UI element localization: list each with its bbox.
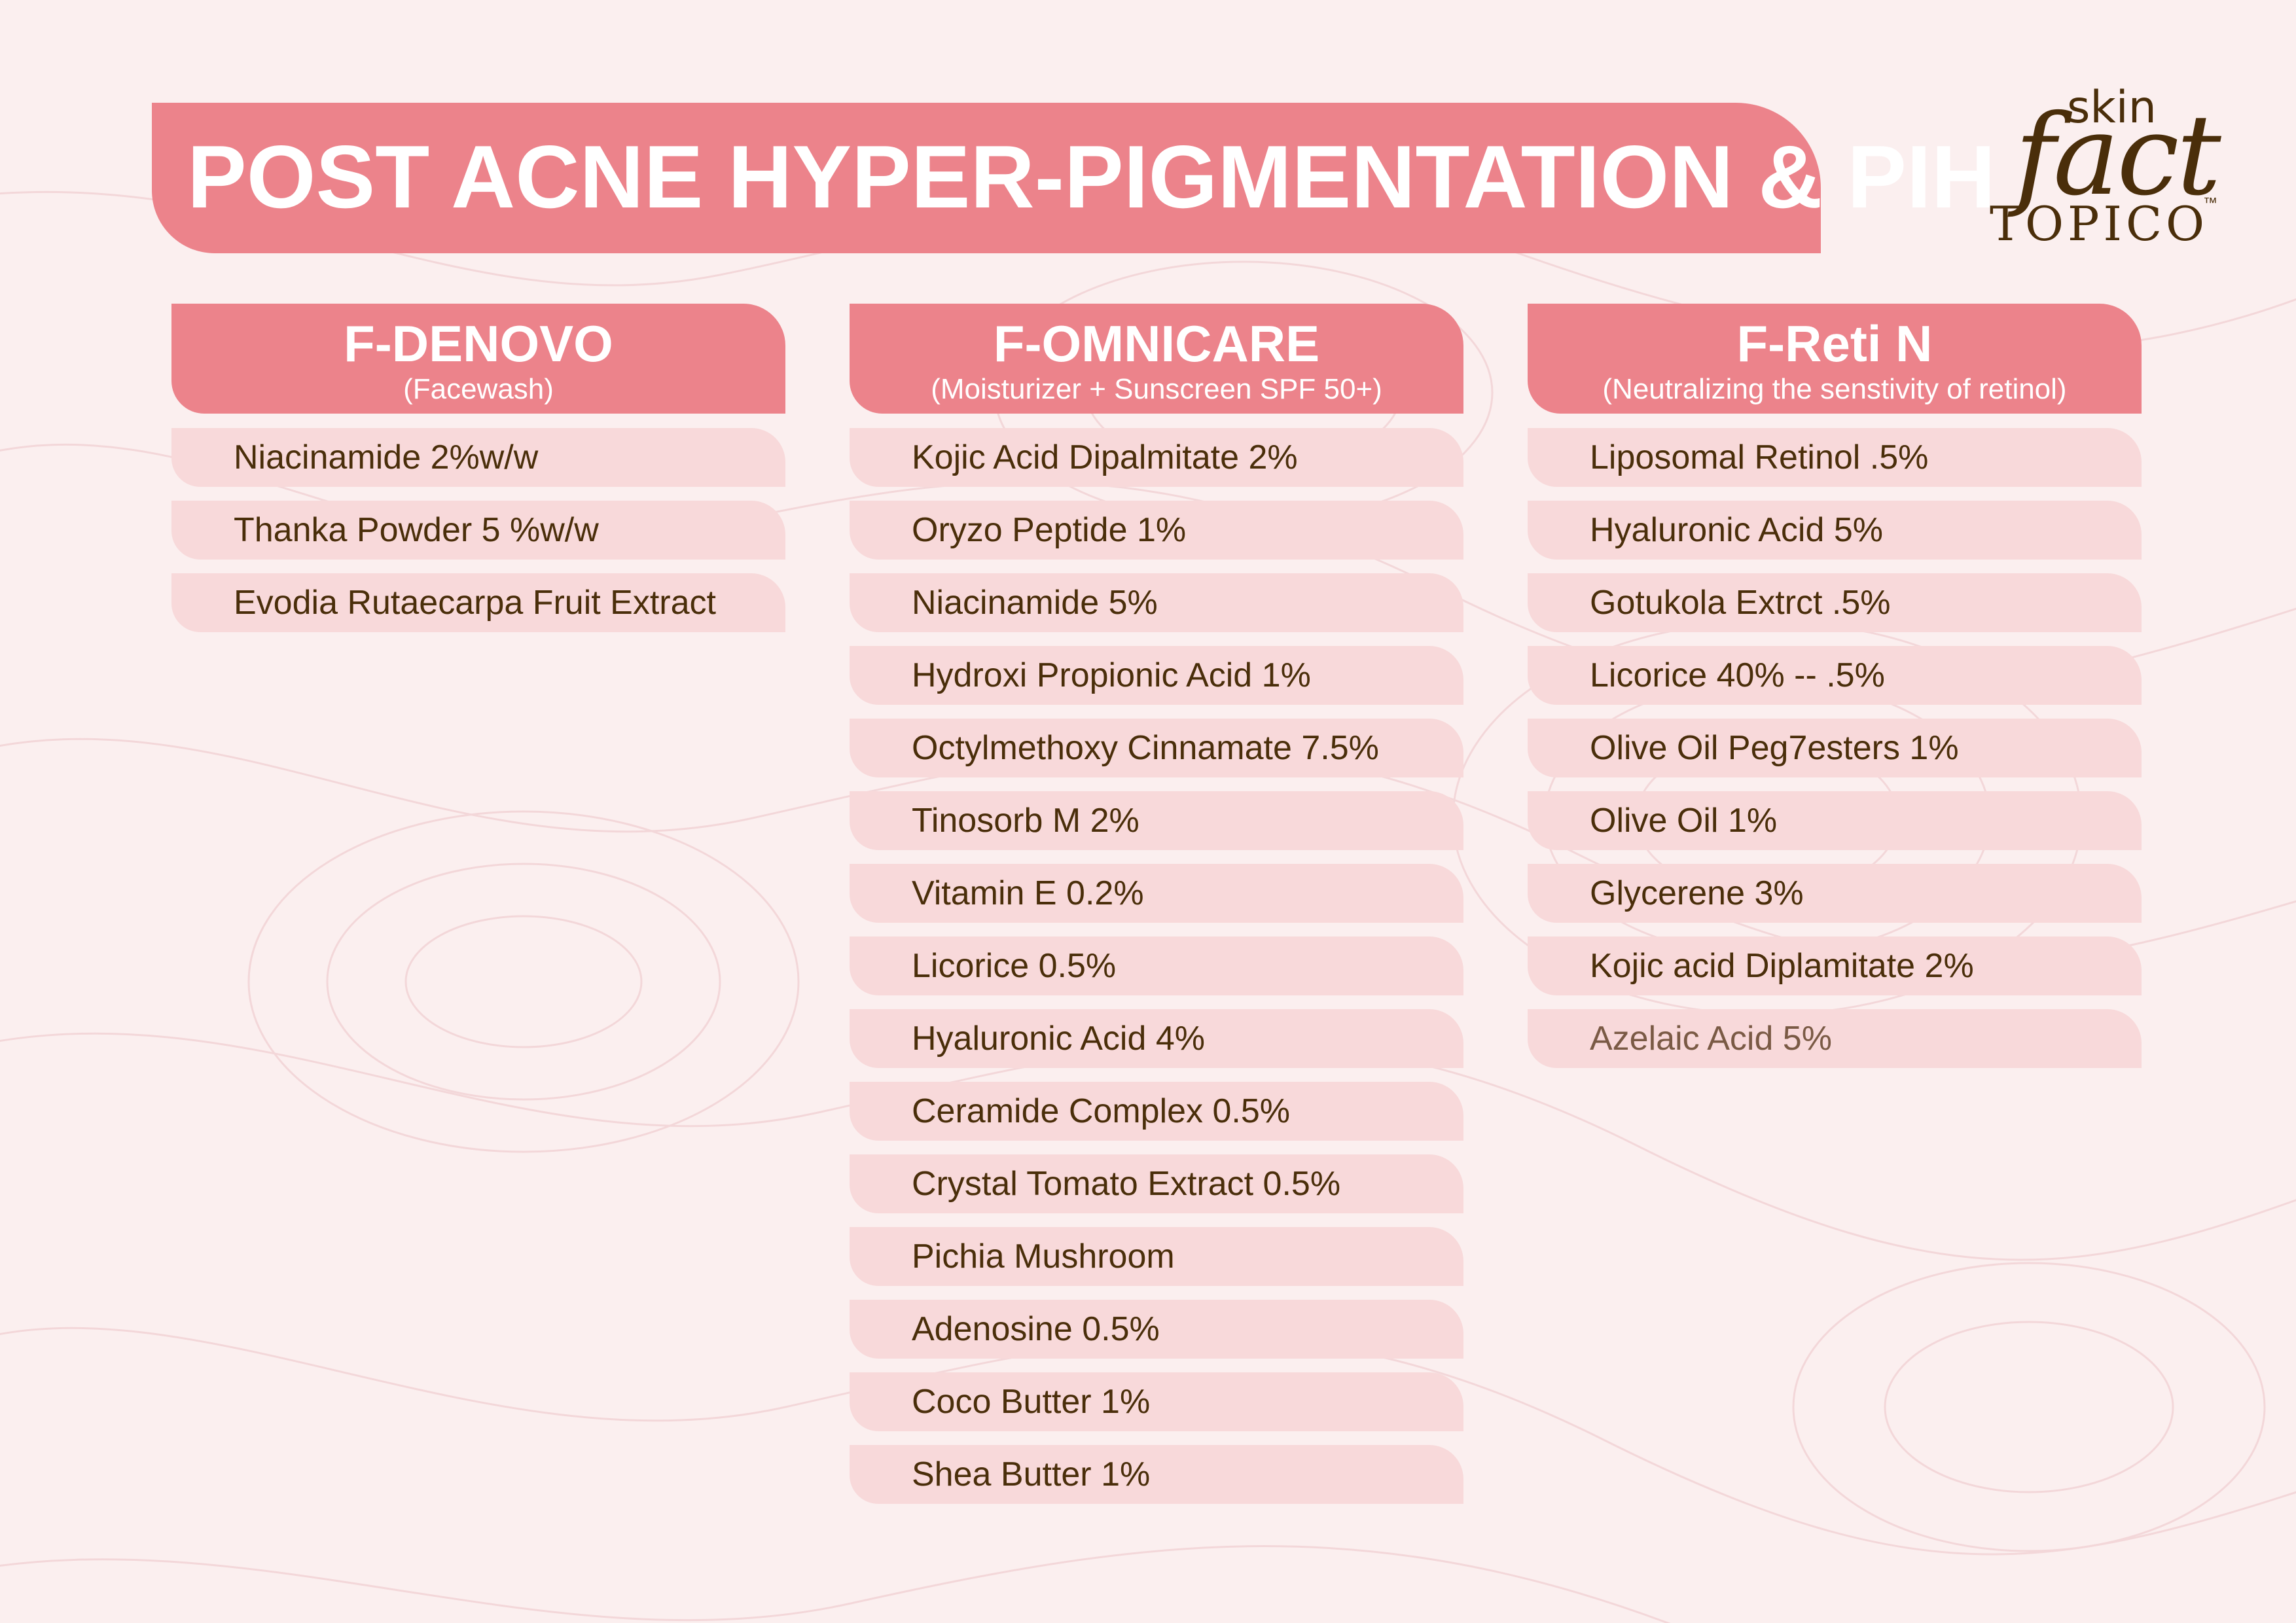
logo-trademark: ™ xyxy=(2203,194,2217,211)
ingredient-item: Olive Oil 1% xyxy=(1528,791,2142,850)
product-column-f-reti-n: F-Reti N (Neutralizing the senstivity of… xyxy=(1528,304,2142,1082)
ingredient-item: Crystal Tomato Extract 0.5% xyxy=(850,1154,1463,1213)
product-column-f-omnicare: F-OMNICARE (Moisturizer + Sunscreen SPF … xyxy=(850,304,1463,1518)
ingredient-item: Adenosine 0.5% xyxy=(850,1300,1463,1359)
ingredient-item: Coco Butter 1% xyxy=(850,1372,1463,1431)
ingredient-item: Liposomal Retinol .5% xyxy=(1528,428,2142,487)
product-name: F-OMNICARE xyxy=(993,315,1320,372)
ingredient-item: Azelaic Acid 5% xyxy=(1528,1009,2142,1068)
ingredient-list: Liposomal Retinol .5% Hyaluronic Acid 5%… xyxy=(1528,428,2142,1068)
product-subtitle: (Facewash) xyxy=(403,373,554,405)
ingredient-item: Licorice 40% -- .5% xyxy=(1528,646,2142,705)
product-name: F-Reti N xyxy=(1736,315,1933,372)
column-header: F-DENOVO (Facewash) xyxy=(171,304,785,414)
ingredient-item: Pichia Mushroom xyxy=(850,1227,1463,1286)
ingredient-item: Hyaluronic Acid 5% xyxy=(1528,501,2142,560)
ingredient-item: Tinosorb M 2% xyxy=(850,791,1463,850)
product-subtitle: (Neutralizing the senstivity of retinol) xyxy=(1602,373,2067,405)
ingredient-item: Niacinamide 2%w/w xyxy=(171,428,785,487)
ingredient-list: Kojic Acid Dipalmitate 2% Oryzo Peptide … xyxy=(850,428,1463,1504)
logo-topico-text: TOPICO xyxy=(1990,196,2209,251)
ingredient-item: Evodia Rutaecarpa Fruit Extract xyxy=(171,573,785,632)
ingredient-item: Licorice 0.5% xyxy=(850,936,1463,995)
product-column-f-denovo: F-DENOVO (Facewash) Niacinamide 2%w/w Th… xyxy=(171,304,785,646)
ingredient-item: Niacinamide 5% xyxy=(850,573,1463,632)
ingredient-item: Hyaluronic Acid 4% xyxy=(850,1009,1463,1068)
ingredient-item: Kojic Acid Dipalmitate 2% xyxy=(850,428,1463,487)
ingredient-item: Hydroxi Propionic Acid 1% xyxy=(850,646,1463,705)
ingredient-item: Olive Oil Peg7esters 1% xyxy=(1528,719,2142,777)
ingredient-item: Vitamin E 0.2% xyxy=(850,864,1463,923)
ingredient-item: Octylmethoxy Cinnamate 7.5% xyxy=(850,719,1463,777)
logo-fact-text: fact xyxy=(2015,91,2221,221)
title-banner xyxy=(152,103,1821,253)
ingredient-item: Thanka Powder 5 %w/w xyxy=(171,501,785,560)
ingredient-item: Glycerene 3% xyxy=(1528,864,2142,923)
logo-skin-text: skin xyxy=(2067,82,2157,134)
product-subtitle: (Moisturizer + Sunscreen SPF 50+) xyxy=(931,373,1382,405)
ingredient-item: Ceramide Complex 0.5% xyxy=(850,1082,1463,1141)
ingredient-item: Shea Butter 1% xyxy=(850,1445,1463,1504)
ingredient-list: Niacinamide 2%w/w Thanka Powder 5 %w/w E… xyxy=(171,428,785,632)
ingredient-item: Gotukola Extrct .5% xyxy=(1528,573,2142,632)
ingredient-item: Oryzo Peptide 1% xyxy=(850,501,1463,560)
brand-logo: skin fact TOPICO ™ xyxy=(1983,82,2221,251)
ingredient-item: Kojic acid Diplamitate 2% xyxy=(1528,936,2142,995)
column-header: F-Reti N (Neutralizing the senstivity of… xyxy=(1528,304,2142,414)
product-name: F-DENOVO xyxy=(344,315,613,372)
page-title: POST ACNE HYPER-PIGMENTATION & PIH xyxy=(187,127,1996,226)
column-header: F-OMNICARE (Moisturizer + Sunscreen SPF … xyxy=(850,304,1463,414)
